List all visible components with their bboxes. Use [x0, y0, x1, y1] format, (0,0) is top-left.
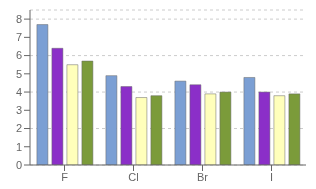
svg-text:Br: Br	[197, 171, 208, 183]
svg-text:8: 8	[16, 13, 22, 25]
svg-text:0: 0	[16, 159, 22, 171]
svg-text:4: 4	[16, 86, 22, 98]
svg-text:5: 5	[16, 68, 22, 80]
svg-text:3: 3	[16, 104, 22, 116]
svg-text:2: 2	[16, 122, 22, 134]
svg-text:1: 1	[16, 141, 22, 153]
svg-text:I: I	[270, 171, 273, 183]
svg-text:Cl: Cl	[128, 171, 138, 183]
svg-text:F: F	[61, 171, 68, 183]
svg-text:7: 7	[16, 31, 22, 43]
svg-text:6: 6	[16, 49, 22, 61]
